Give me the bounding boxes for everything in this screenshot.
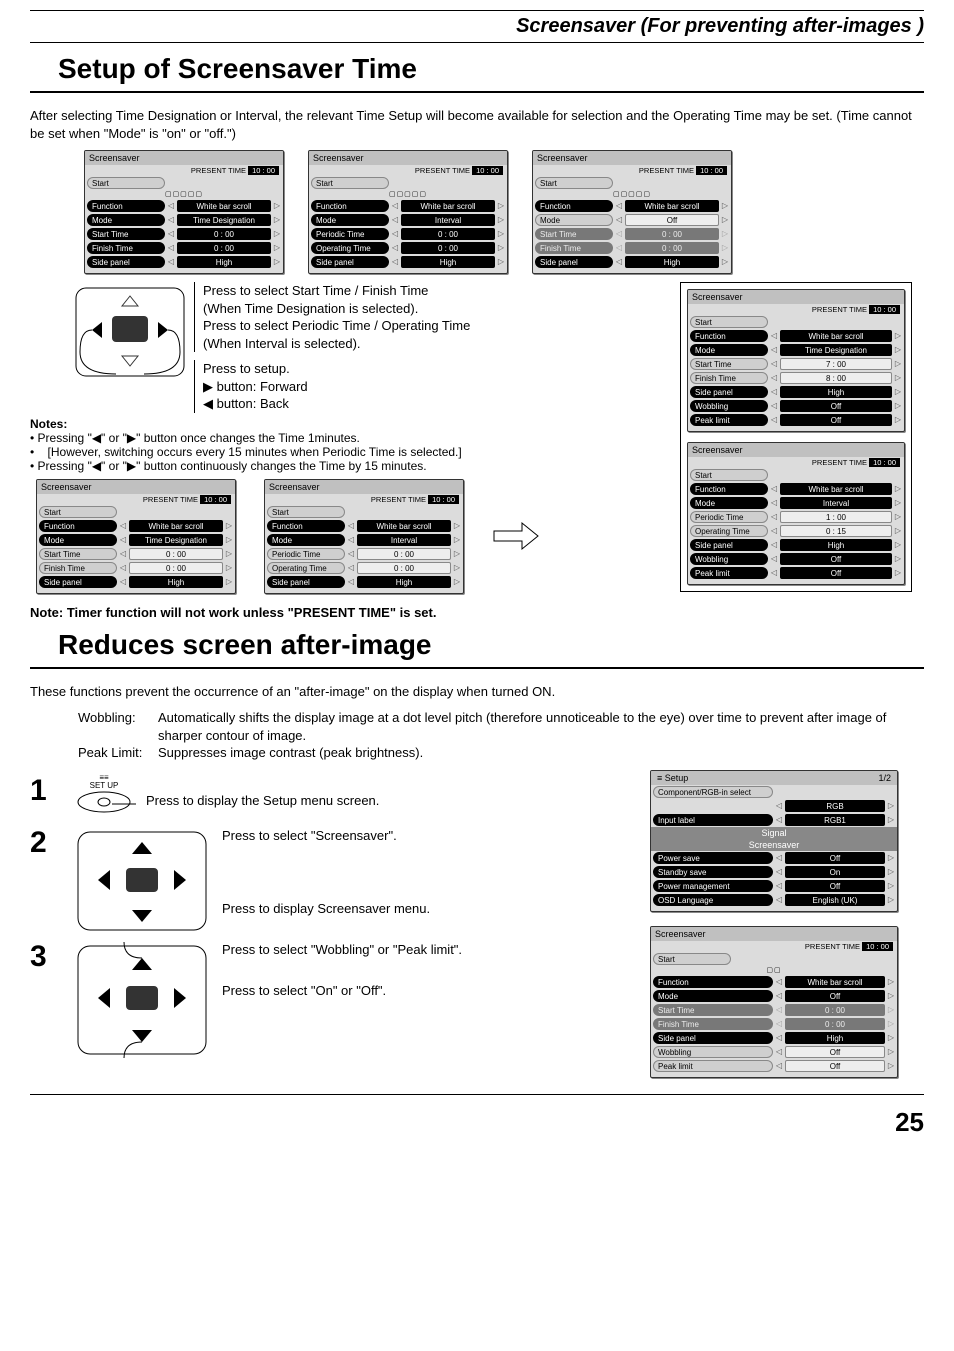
step-text: Press to display Screensaver menu.: [222, 901, 430, 916]
section2-title: Reduces screen after-image: [30, 629, 924, 661]
step-text: Press to select "On" or "Off".: [222, 983, 462, 998]
header-title: Screensaver (For preventing after-images…: [30, 15, 924, 38]
step-number: 1: [30, 774, 62, 808]
instr-text: Press to select Periodic Time / Operatin…: [203, 317, 470, 335]
note-item: Pressing "◀" or "▶" button once changes …: [30, 431, 670, 445]
remote-dpad-icon: [70, 282, 190, 382]
step-text: Press to select "Wobbling" or "Peak limi…: [222, 942, 462, 957]
screensaver-header: Screensaver: [651, 839, 897, 851]
step-number: 2: [30, 826, 62, 860]
setup-button-label: SET UP: [72, 782, 136, 790]
timer-note: Note: Timer function will not work unles…: [30, 604, 924, 622]
arrow-right-icon: [492, 521, 540, 551]
page-number: 25: [30, 1107, 924, 1138]
row-value: White bar scroll: [177, 200, 271, 212]
osd-panel: Screensaver PRESENT TIME10 : 00 Start Fu…: [264, 479, 464, 594]
instr-text: ◀ button: Back: [203, 395, 470, 413]
wobbling-text: Automatically shifts the display image a…: [158, 709, 924, 744]
step-text: Press to select "Screensaver".: [222, 828, 430, 843]
osd-panel: Screensaver PRESENT TIME10 : 00 Start ▢▢…: [532, 150, 732, 274]
rule: [30, 91, 924, 93]
section2-intro: These functions prevent the occurrence o…: [30, 683, 924, 701]
step-1: 1 ≡≡ SET UP Press to display the Setup m…: [30, 774, 630, 822]
rule: [30, 1094, 924, 1095]
step-text: Press to display the Setup menu screen.: [146, 774, 379, 808]
instr-text: (When Interval is selected).: [203, 335, 470, 353]
note-item: Pressing "◀" or "▶" button continuously …: [30, 459, 670, 473]
note-item: [However, switching occurs every 15 minu…: [30, 445, 670, 459]
section1-intro: After selecting Time Designation or Inte…: [30, 107, 924, 142]
section1-title: Setup of Screensaver Time: [30, 53, 924, 85]
osd-panel: Screensaver PRESENT TIME10 : 00 Start Fu…: [687, 442, 905, 585]
osd-panel: Screensaver PRESENT TIME10 : 00 Start ▢▢…: [650, 926, 898, 1078]
remote-dpad-icon: [72, 826, 212, 936]
setup-page: 1/2: [878, 773, 891, 783]
osd-panel: Screensaver PRESENT TIME10 : 00 Start Fu…: [687, 289, 905, 432]
page-header: Screensaver (For preventing after-images…: [30, 10, 924, 43]
step-number: 3: [30, 940, 62, 974]
peak-label: Peak Limit:: [78, 744, 158, 762]
panel-title: Screensaver: [85, 151, 283, 165]
instr-text: (When Time Designation is selected).: [203, 300, 470, 318]
osd-panel: Screensaver PRESENT TIME10 : 00 Start Fu…: [36, 479, 236, 594]
instr-text: Press to select Start Time / Finish Time: [203, 282, 470, 300]
rule: [30, 667, 924, 669]
osd-panel: Screensaver PRESENT TIME10 : 00 Start ▢▢…: [84, 150, 284, 274]
wobbling-label: Wobbling:: [78, 709, 158, 744]
row-label: Function: [87, 200, 165, 212]
signal-header: Signal: [651, 827, 897, 839]
result-box: Screensaver PRESENT TIME10 : 00 Start Fu…: [680, 282, 912, 592]
step-2: 2 Press to select "Screensaver". Press t…: [30, 826, 630, 936]
osd-panel: Screensaver PRESENT TIME10 : 00 Start ▢▢…: [308, 150, 508, 274]
notes-heading: Notes:: [30, 417, 670, 431]
notes-list: Pressing "◀" or "▶" button once changes …: [30, 431, 670, 473]
instr-text: ▶ button: Forward: [203, 378, 470, 396]
start-label: Start: [87, 177, 165, 189]
setup-menu: ≡ Setup1/2 Component/RGB-in select x◁RGB…: [650, 770, 898, 912]
present-time: PRESENT TIME10 : 00: [85, 165, 283, 176]
instr-text: Press to setup.: [203, 360, 470, 378]
step-3: 3 Press to select "Wobbling" or "Peak li…: [30, 940, 630, 1060]
setup-title: Setup: [665, 773, 689, 783]
remote-dpad-icon: [72, 940, 212, 1060]
peak-text: Suppresses image contrast (peak brightne…: [158, 744, 423, 762]
squares-icon: ▢▢▢▢▢: [85, 190, 283, 199]
panel-row-top: Screensaver PRESENT TIME10 : 00 Start ▢▢…: [84, 150, 924, 274]
remote-setup-icon: [72, 790, 136, 820]
